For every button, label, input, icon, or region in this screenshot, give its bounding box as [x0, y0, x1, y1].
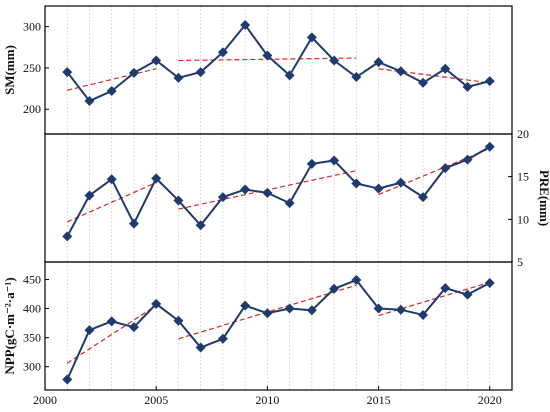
y-tick-label: 350: [23, 331, 41, 345]
data-point-marker: [284, 303, 295, 314]
trend-line: [378, 147, 490, 196]
data-point-marker: [329, 55, 340, 66]
y-tick-label: 300: [23, 360, 41, 374]
y-tick-label: 5: [517, 255, 523, 269]
y-tick-label: 250: [23, 61, 41, 75]
data-point-marker: [195, 67, 206, 78]
data-point-marker: [217, 192, 228, 203]
trend-line: [66, 305, 157, 364]
data-point-marker: [62, 231, 73, 242]
data-point-marker: [84, 325, 95, 336]
series-line: [66, 145, 491, 237]
data-point-marker: [106, 174, 117, 185]
data-point-marker: [151, 298, 162, 309]
data-point-marker: [440, 63, 451, 74]
data-point-marker: [306, 158, 317, 169]
data-point-marker: [329, 283, 340, 294]
data-point-marker: [106, 316, 117, 327]
data-point-marker: [373, 183, 384, 194]
panel-middle: 5 10 15 20 PRE(mm): [44, 127, 550, 269]
data-point-marker: [262, 308, 273, 319]
data-point-marker: [128, 218, 139, 229]
y-tick-label: 400: [23, 302, 41, 316]
x-tick-label: 2010: [255, 393, 279, 407]
data-point-marker: [84, 190, 95, 201]
x-tick-label: 2000: [33, 393, 57, 407]
trend-line: [66, 182, 157, 223]
data-point-marker: [462, 289, 473, 300]
data-point-marker: [240, 300, 251, 311]
data-point-marker: [418, 192, 429, 203]
data-point-marker: [351, 72, 362, 83]
data-point-marker: [195, 220, 206, 231]
data-point-marker: [418, 309, 429, 320]
panel-frame: [44, 261, 513, 391]
data-point-marker: [62, 67, 73, 78]
data-point-marker: [151, 173, 162, 184]
data-point-marker: [62, 374, 73, 385]
data-point-marker: [484, 277, 495, 288]
y-tick-label: 450: [23, 272, 41, 286]
data-point-marker: [173, 195, 184, 206]
data-point-marker: [217, 47, 228, 58]
data-point-marker: [462, 81, 473, 92]
data-point-marker: [240, 184, 251, 195]
data-point-marker: [440, 163, 451, 174]
data-point-marker: [306, 32, 317, 43]
data-point-marker: [128, 322, 139, 333]
y-axis-title: NPP(gC·m⁻²·a⁻¹): [2, 277, 17, 374]
y-tick-label: 20: [517, 127, 529, 141]
data-point-marker: [195, 342, 206, 353]
panel-bottom: 300 350 400 450 NPP(gC·m⁻²·a⁻¹): [2, 261, 513, 391]
data-point-marker: [351, 275, 362, 286]
x-tick-label: 2005: [144, 393, 168, 407]
data-point-marker: [262, 50, 273, 61]
y-tick-label: 15: [517, 170, 529, 184]
data-point-marker: [106, 86, 117, 97]
data-point-marker: [395, 66, 406, 77]
data-point-marker: [284, 198, 295, 209]
data-point-marker: [128, 67, 139, 78]
y-tick-label: 200: [23, 102, 41, 116]
data-point-marker: [373, 303, 384, 314]
data-point-marker: [373, 57, 384, 68]
data-point-marker: [84, 95, 95, 106]
data-point-marker: [240, 19, 251, 30]
data-point-marker: [440, 283, 451, 294]
data-point-marker: [151, 55, 162, 66]
panel-top: 200 250 300 SM(mm): [2, 5, 513, 135]
y-tick-label: 10: [517, 212, 529, 226]
data-point-marker: [418, 77, 429, 88]
trend-line: [378, 281, 490, 317]
data-point-marker: [484, 141, 495, 152]
data-point-marker: [173, 315, 184, 326]
series-line: [66, 278, 491, 380]
series-line: [66, 23, 491, 103]
data-point-marker: [173, 72, 184, 83]
data-point-marker: [351, 178, 362, 189]
data-point-marker: [306, 305, 317, 316]
data-point-marker: [284, 70, 295, 81]
y-axis-title: PRE(mm): [537, 170, 550, 226]
y-axis-title: SM(mm): [2, 45, 17, 95]
data-point-marker: [262, 187, 273, 198]
x-tick-label: 2020: [478, 393, 502, 407]
data-point-marker: [329, 155, 340, 166]
x-tick-label: 2015: [367, 393, 391, 407]
y-tick-label: 300: [23, 20, 41, 34]
trend-line: [67, 68, 157, 91]
data-point-marker: [484, 76, 495, 87]
x-axis: 2000 2005 2010 2015 2020: [33, 386, 502, 407]
data-point-marker: [395, 304, 406, 315]
data-point-marker: [462, 154, 473, 165]
data-point-marker: [217, 333, 228, 344]
data-point-marker: [395, 177, 406, 188]
